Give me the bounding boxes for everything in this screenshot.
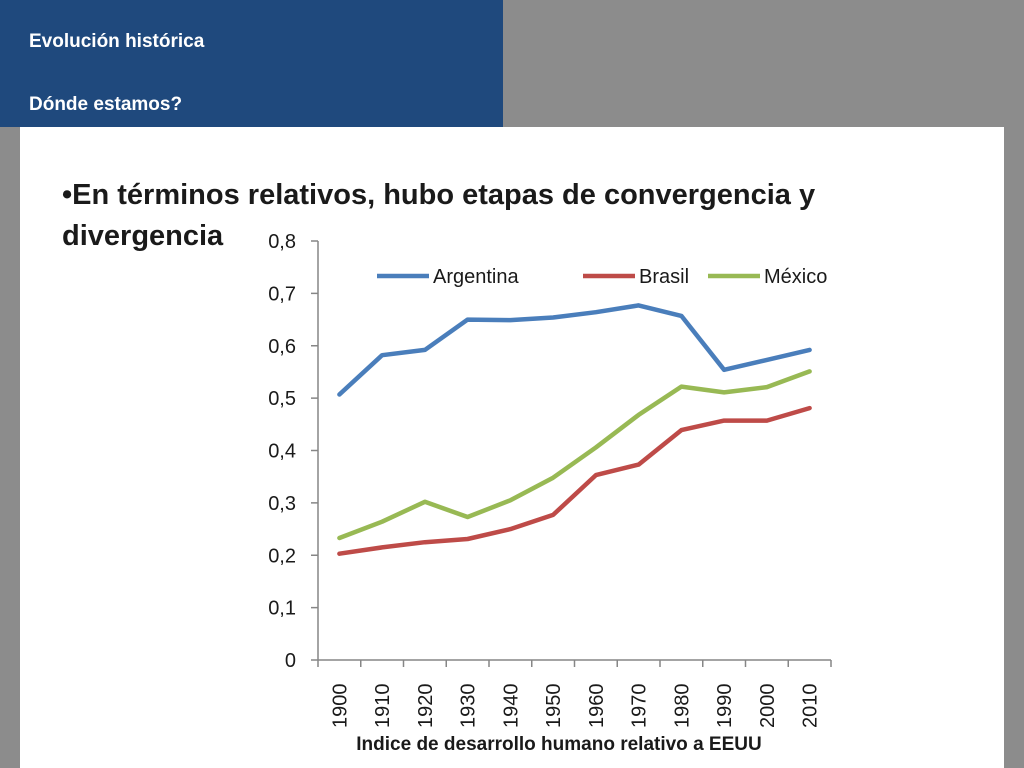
x-tick-label: 1920 [415, 684, 437, 729]
x-tick-label: 2010 [800, 684, 822, 729]
series-line-mxico [337, 369, 812, 541]
y-tick-label: 0,2 [268, 545, 296, 567]
legend-label: Brasil [639, 266, 689, 288]
legend-label: Argentina [433, 266, 519, 288]
series-line-brasil [337, 405, 812, 556]
series-line-argentina [337, 303, 812, 397]
y-tick-label: 0 [285, 650, 296, 672]
x-tick-label: 1940 [500, 684, 522, 729]
x-tick-label: 1960 [586, 684, 608, 729]
legend-label: México [764, 266, 827, 288]
chart-caption: Indice de desarrollo humano relativo a E… [356, 734, 761, 755]
x-tick-label: 1900 [329, 684, 351, 729]
x-tick-label: 1950 [543, 684, 565, 729]
x-tick-label: 1990 [714, 684, 736, 729]
y-tick-label: 0,8 [268, 231, 296, 253]
y-tick-label: 0,5 [268, 388, 296, 410]
x-tick-label: 1910 [372, 684, 394, 729]
y-tick-label: 0,7 [268, 283, 296, 305]
header-bar: Evolución histórica Dónde estamos? [0, 0, 503, 127]
header-side-panel [503, 0, 1024, 127]
x-tick-label: 1980 [671, 684, 693, 729]
y-tick-label: 0,3 [268, 493, 296, 515]
section-title: Evolución histórica [29, 31, 205, 52]
x-tick-label: 1970 [629, 684, 651, 729]
x-tick-label: 2000 [757, 684, 779, 729]
section-subtitle: Dónde estamos? [29, 94, 183, 115]
slide-content: •En términos relativos, hubo etapas de c… [20, 127, 1004, 768]
y-tick-label: 0,1 [268, 598, 296, 620]
y-tick-label: 0,4 [268, 441, 296, 463]
y-tick-label: 0,6 [268, 336, 296, 358]
line-chart: 0 0,1 0,2 0,3 0,4 0,5 0,6 0,7 0,8 1900 1910 1920 193… [268, 231, 832, 755]
x-tick-label: 1930 [458, 684, 480, 729]
bullet-text: •En términos relativos, hubo etapas de c… [62, 179, 816, 252]
